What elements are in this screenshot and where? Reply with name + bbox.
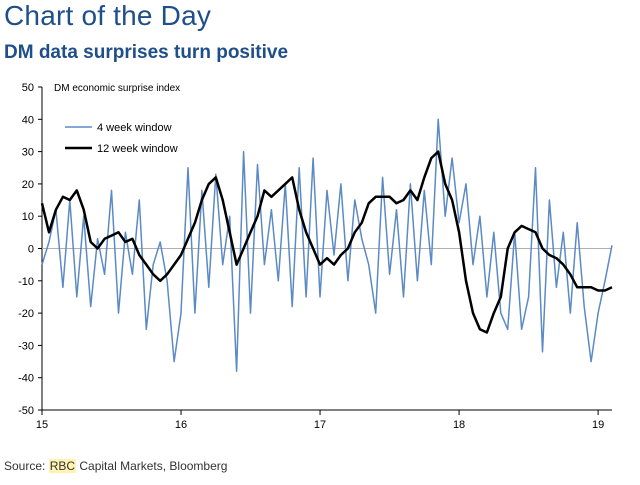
x-tick-label: 19	[592, 419, 604, 431]
y-tick-label: 40	[22, 114, 34, 126]
source-rest: Capital Markets, Bloomberg	[76, 459, 228, 473]
y-tick-label: -10	[18, 276, 34, 288]
x-tick-label: 18	[453, 419, 465, 431]
legend-label: 4 week window	[97, 122, 172, 134]
page-title: Chart of the Day	[4, 0, 212, 31]
y-tick-label: -50	[18, 405, 34, 417]
y-tick-label: 30	[22, 147, 34, 159]
y-tick-label: 50	[22, 82, 34, 94]
series-line-4-week	[41, 118, 613, 372]
y-tick-label: -30	[18, 340, 34, 352]
y-tick-label: 20	[22, 179, 34, 191]
source-highlight: RBC	[48, 459, 77, 473]
y-tick-label: -20	[18, 308, 34, 320]
x-tick-label: 15	[36, 419, 48, 431]
source-note: Source: RBC Capital Markets, Bloomberg	[4, 459, 227, 473]
y-tick-label: -40	[18, 373, 34, 385]
y-tick-label: 0	[28, 244, 34, 256]
y-tick-label: 10	[22, 211, 34, 223]
chart-subtitle: DM data surprises turn positive	[4, 42, 289, 63]
legend-label: 12 week window	[97, 143, 178, 155]
chart-title: DM economic surprise index	[54, 83, 180, 94]
series-line-12-week	[40, 150, 613, 334]
x-tick-label: 16	[175, 419, 187, 431]
source-prefix: Source:	[4, 459, 49, 473]
x-tick-label: 17	[314, 419, 326, 431]
